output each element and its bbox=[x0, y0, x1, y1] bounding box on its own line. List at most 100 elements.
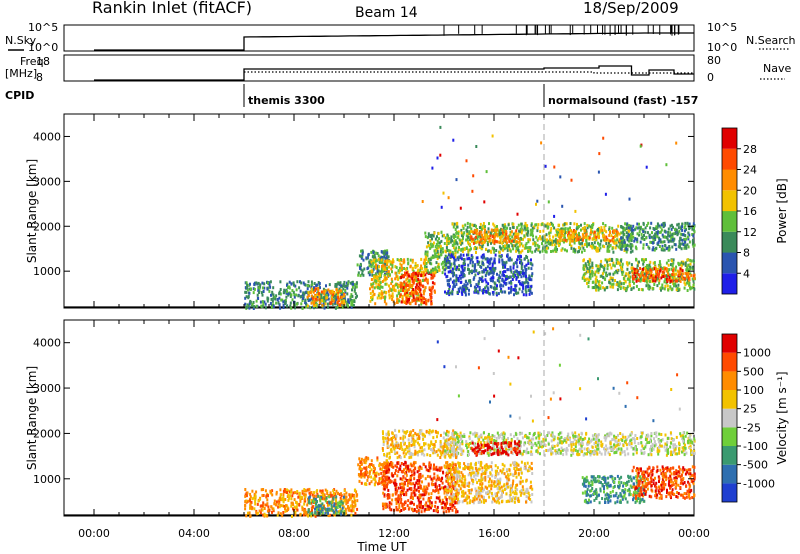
power-cell bbox=[457, 258, 460, 262]
velocity-cell bbox=[330, 500, 333, 504]
power-cell bbox=[529, 290, 532, 294]
power-cell bbox=[425, 257, 428, 261]
power-cell bbox=[654, 227, 657, 230]
power-cell bbox=[277, 301, 280, 305]
power-cell bbox=[337, 296, 340, 300]
power-cell bbox=[463, 283, 466, 287]
power-cell bbox=[594, 280, 597, 284]
power-cell bbox=[652, 279, 655, 283]
velocity-cell bbox=[399, 486, 402, 490]
velocity-cell bbox=[426, 487, 429, 491]
power-cell bbox=[522, 274, 525, 278]
power-cell bbox=[562, 230, 565, 234]
power-cell bbox=[643, 272, 646, 276]
power-cell bbox=[638, 260, 640, 264]
power-cell bbox=[635, 238, 638, 242]
power-cell bbox=[621, 265, 624, 269]
power-cell bbox=[334, 283, 337, 286]
velocity-cell bbox=[342, 505, 345, 509]
power-cell bbox=[532, 242, 535, 246]
power-cell bbox=[424, 260, 427, 264]
power-cell bbox=[678, 229, 681, 233]
power-cell bbox=[411, 258, 414, 262]
velocity-cell bbox=[312, 495, 315, 499]
power-cell bbox=[257, 289, 260, 293]
power-cell bbox=[671, 233, 674, 236]
velocity-cell bbox=[321, 511, 324, 515]
velocity-cell bbox=[326, 503, 329, 507]
power-cell bbox=[493, 261, 496, 265]
power-cell bbox=[622, 230, 625, 234]
power-cell bbox=[458, 274, 461, 278]
power-cell bbox=[390, 267, 393, 271]
power-cell bbox=[581, 238, 584, 242]
velocity-cell bbox=[304, 499, 307, 503]
power-cell bbox=[590, 229, 592, 233]
power-cell bbox=[429, 258, 432, 262]
velocity-cell bbox=[380, 467, 383, 471]
power-cell bbox=[295, 288, 298, 292]
power-cell bbox=[377, 254, 380, 258]
power-cell bbox=[646, 231, 649, 235]
power-cell bbox=[639, 277, 642, 281]
power-cell bbox=[249, 282, 251, 286]
power-cell bbox=[392, 258, 394, 262]
power-cell bbox=[369, 291, 372, 295]
power-cell bbox=[665, 247, 668, 251]
power-cell bbox=[589, 265, 592, 269]
power-sparse-cell bbox=[553, 165, 556, 169]
power-cell bbox=[474, 263, 477, 267]
power-cell bbox=[451, 255, 454, 259]
velocity-cell bbox=[400, 469, 403, 473]
velocity-cell bbox=[307, 514, 310, 518]
power-cell bbox=[307, 280, 310, 284]
power-cell bbox=[546, 222, 549, 226]
power-cell bbox=[511, 244, 514, 248]
power-cell bbox=[377, 257, 380, 261]
power-y-tick-label: 4000 bbox=[33, 130, 61, 143]
velocity-cell bbox=[376, 458, 379, 462]
power-cell bbox=[468, 236, 471, 239]
power-cell bbox=[581, 227, 584, 231]
power-cell bbox=[429, 239, 432, 243]
velocity-cell bbox=[386, 482, 389, 486]
power-colorbar-tick-label: 20 bbox=[743, 184, 757, 197]
power-cell bbox=[397, 291, 400, 295]
power-cell bbox=[366, 267, 369, 271]
power-cell bbox=[689, 272, 692, 276]
power-cell bbox=[361, 269, 364, 273]
power-cell bbox=[613, 239, 616, 243]
power-cell bbox=[553, 243, 556, 247]
power-cell bbox=[626, 263, 629, 267]
power-cell bbox=[321, 304, 324, 308]
velocity-cell bbox=[244, 503, 247, 507]
power-cell bbox=[542, 245, 545, 249]
power-cell bbox=[567, 234, 570, 238]
power-cell bbox=[309, 291, 312, 294]
power-cell bbox=[422, 292, 425, 296]
power-cell bbox=[459, 280, 462, 284]
power-cell bbox=[635, 267, 638, 271]
velocity-cell bbox=[307, 508, 310, 512]
power-sparse-cell bbox=[544, 164, 547, 168]
power-cell bbox=[573, 222, 576, 226]
power-colorbar-segment bbox=[722, 252, 737, 274]
power-cell bbox=[398, 258, 401, 262]
power-cell bbox=[602, 234, 605, 238]
power-cell bbox=[408, 295, 411, 299]
velocity-cell bbox=[382, 504, 384, 508]
power-cell bbox=[455, 282, 458, 286]
velocity-cell bbox=[456, 510, 459, 514]
power-cell bbox=[397, 269, 400, 273]
velocity-cell bbox=[398, 494, 401, 498]
velocity-cell bbox=[298, 503, 301, 506]
power-cell bbox=[642, 267, 644, 271]
power-cell bbox=[507, 237, 510, 241]
power-cell bbox=[650, 271, 653, 275]
power-cell bbox=[675, 228, 678, 232]
velocity-cell bbox=[390, 480, 393, 484]
velocity-cell bbox=[371, 464, 374, 468]
power-cell bbox=[419, 288, 422, 292]
power-cell bbox=[388, 296, 391, 300]
power-cell bbox=[512, 262, 515, 266]
